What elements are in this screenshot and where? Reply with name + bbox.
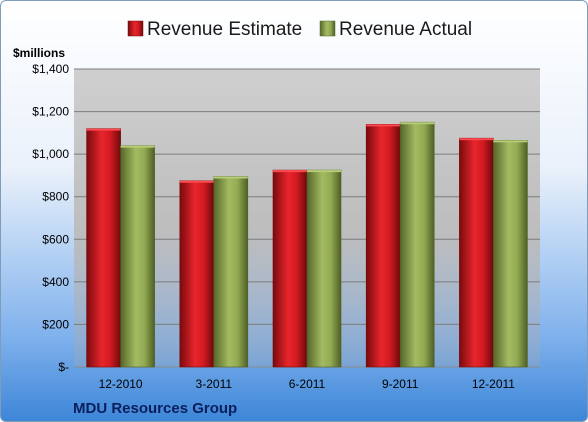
- bar-top-highlight: [366, 124, 401, 127]
- bars: [86, 121, 528, 368]
- x-tick-label: 12-2010: [99, 377, 143, 391]
- bar-revenue-estimate: [272, 169, 308, 368]
- bar-top-highlight: [86, 128, 121, 131]
- bar-top-highlight: [179, 180, 214, 183]
- y-tick-label: $200: [42, 317, 69, 331]
- y-tick-labels: $- $200 $400 $600 $800 $1,000 $1,200 $1,400: [32, 62, 69, 374]
- y-tick-label: $600: [42, 232, 69, 246]
- x-tick-labels: 12-2010 3-2011 6-2011 9-2011 12-2011: [99, 377, 516, 391]
- y-tick-label: $800: [42, 190, 69, 204]
- bar-top-highlight: [120, 145, 155, 148]
- bar-revenue-estimate: [86, 128, 121, 368]
- legend-swatch-estimate: [127, 20, 144, 37]
- bar-top-highlight: [307, 170, 341, 173]
- bar-revenue-estimate: [365, 124, 401, 368]
- legend-label-actual: Revenue Actual: [339, 19, 472, 40]
- bar-revenue-actual: [120, 145, 155, 368]
- bar-revenue-actual: [399, 121, 435, 368]
- x-tick-label: 12-2011: [472, 377, 515, 391]
- y-tick-label: $1,400: [32, 62, 69, 76]
- y-tick-label: $1,000: [32, 147, 69, 161]
- company-name: MDU Resources Group: [73, 400, 237, 417]
- bar-revenue-actual: [213, 176, 249, 368]
- bar-top-highlight: [459, 138, 494, 141]
- bar-revenue-actual: [306, 169, 342, 368]
- bar-top-highlight: [493, 140, 528, 143]
- bar-revenue-estimate: [179, 180, 215, 368]
- y-axis-unit-label: $millions: [13, 46, 65, 60]
- y-tick-label: $1,200: [32, 105, 69, 119]
- x-tick-label: 3-2011: [196, 377, 233, 391]
- legend: Revenue Estimate Revenue Actual: [127, 19, 472, 40]
- legend-label-estimate: Revenue Estimate: [147, 19, 302, 40]
- legend-swatch-actual: [319, 20, 336, 37]
- bar-top-highlight: [273, 170, 307, 173]
- y-tick-label: $-: [58, 360, 69, 374]
- x-tick-label: 9-2011: [382, 377, 419, 391]
- bar-revenue-estimate: [459, 137, 494, 368]
- bar-revenue-actual: [493, 140, 528, 368]
- bar-top-highlight: [400, 122, 435, 125]
- bar-top-highlight: [213, 176, 248, 179]
- x-tick-label: 6-2011: [289, 377, 326, 391]
- y-tick-label: $400: [42, 275, 69, 289]
